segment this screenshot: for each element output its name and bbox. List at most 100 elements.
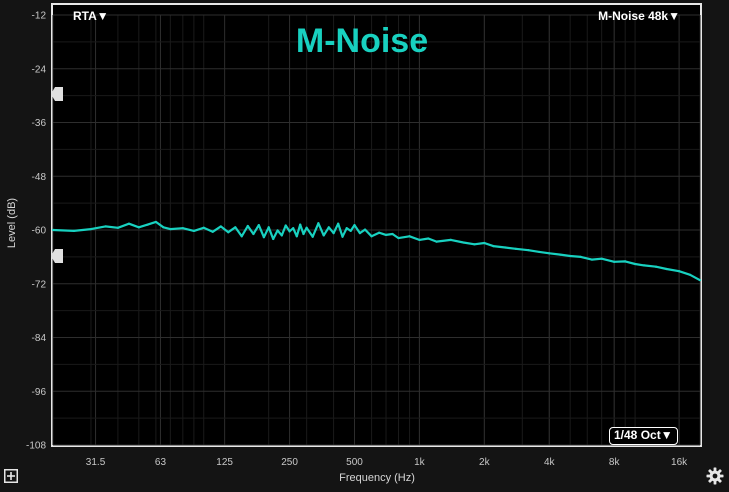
analyzer-mode-label: RTA	[73, 9, 97, 23]
y-tick-label: -60	[32, 226, 47, 237]
series-point	[353, 223, 356, 227]
y-tick-label: -12	[32, 11, 47, 22]
series-point	[162, 226, 165, 229]
gear-icon	[706, 467, 724, 485]
x-axis-ticks: 31.5 63 125 250 500 1k 2k 4k 8k 16k	[86, 457, 688, 468]
series-point	[302, 232, 305, 236]
y-tick-label: -48	[32, 172, 47, 183]
series-point	[137, 226, 140, 229]
series-point	[51, 228, 55, 232]
smoothing-label: 1/48 Oct	[614, 428, 661, 442]
series-point	[689, 273, 692, 276]
y-tick-label: -24	[32, 64, 47, 75]
series-point	[267, 226, 270, 229]
series-point	[169, 228, 172, 231]
series-point	[633, 262, 637, 266]
series-point	[89, 228, 93, 231]
series-point	[559, 253, 562, 256]
y-tick-label: -72	[32, 279, 47, 290]
series-point	[311, 235, 314, 238]
series-point	[202, 226, 205, 229]
series-point	[483, 241, 486, 245]
y-tick-label: -96	[32, 387, 47, 398]
y-tick-label: -108	[26, 441, 46, 452]
series-point	[280, 234, 283, 237]
add-button[interactable]	[4, 469, 18, 483]
series-point	[600, 257, 603, 260]
arrow-handle-icon	[51, 87, 63, 101]
lower-range-handle[interactable]	[51, 249, 63, 263]
y-tick-label: -36	[32, 118, 47, 129]
x-tick-label: 500	[346, 457, 363, 468]
series-point	[305, 226, 308, 229]
source-dropdown[interactable]: M-Noise 48k▼	[598, 9, 680, 23]
series-point	[642, 264, 646, 267]
series-point	[288, 230, 291, 233]
series-point	[449, 238, 453, 241]
series-point	[391, 232, 394, 236]
series-point	[299, 223, 302, 226]
series-point	[332, 232, 335, 235]
y-axis-ticks: -12 -24 -36 -48 -60 -72 -84 -96 -108	[26, 11, 46, 452]
series-point	[527, 249, 530, 252]
series-point	[240, 235, 243, 238]
series-point	[569, 254, 572, 258]
series-point	[408, 235, 411, 238]
series-point	[257, 223, 260, 227]
analyzer-mode-dropdown[interactable]: RTA▼	[73, 9, 109, 23]
series-point	[397, 236, 400, 240]
series-point	[654, 265, 658, 268]
series-point	[322, 234, 325, 237]
series-point	[317, 222, 320, 225]
x-tick-label: 4k	[544, 457, 556, 468]
series-point	[473, 243, 476, 246]
series-point	[295, 235, 298, 238]
series-point	[262, 236, 265, 239]
series-point	[698, 279, 702, 282]
x-tick-label: 1k	[414, 457, 426, 468]
y-axis-title: Level (dB)	[6, 198, 18, 248]
series-line	[52, 220, 701, 282]
x-tick-label: 125	[216, 457, 233, 468]
series-point	[345, 227, 348, 230]
x-tick-label: 250	[281, 457, 298, 468]
plus-box-icon	[4, 469, 18, 483]
series-points	[51, 220, 702, 282]
series-point	[613, 260, 616, 263]
series-point	[284, 224, 287, 227]
series-point	[514, 247, 517, 250]
series-point	[504, 246, 507, 249]
x-tick-label: 8k	[609, 457, 621, 468]
series-point	[146, 223, 149, 226]
series-point	[104, 225, 107, 228]
series-point	[292, 227, 295, 230]
series-point	[327, 226, 330, 229]
series-point	[234, 226, 237, 229]
series-point	[219, 225, 222, 228]
upper-range-handle[interactable]	[51, 87, 63, 101]
x-axis-title: Frequency (Hz)	[339, 472, 415, 484]
series-point	[337, 222, 340, 225]
series-point	[252, 232, 255, 236]
y-tick-label: -84	[32, 333, 47, 344]
triangle-down-icon: ▼	[96, 9, 109, 23]
series-point	[276, 229, 279, 232]
series-point	[377, 231, 381, 234]
series-point	[590, 258, 593, 261]
series-point	[492, 245, 495, 248]
grid	[52, 14, 701, 446]
series-point	[579, 255, 582, 258]
series-point	[272, 237, 275, 241]
series-point	[435, 240, 438, 243]
series-point	[341, 235, 344, 238]
series-point	[246, 224, 249, 228]
x-tick-label: 63	[155, 457, 167, 468]
series-point	[364, 228, 367, 231]
series-point	[677, 270, 681, 273]
smoothing-dropdown[interactable]: 1/48 Oct▼	[609, 427, 678, 445]
settings-button[interactable]	[706, 467, 724, 485]
series-point	[192, 229, 195, 232]
series-point	[462, 241, 465, 244]
x-tick-label: 16k	[671, 457, 688, 468]
